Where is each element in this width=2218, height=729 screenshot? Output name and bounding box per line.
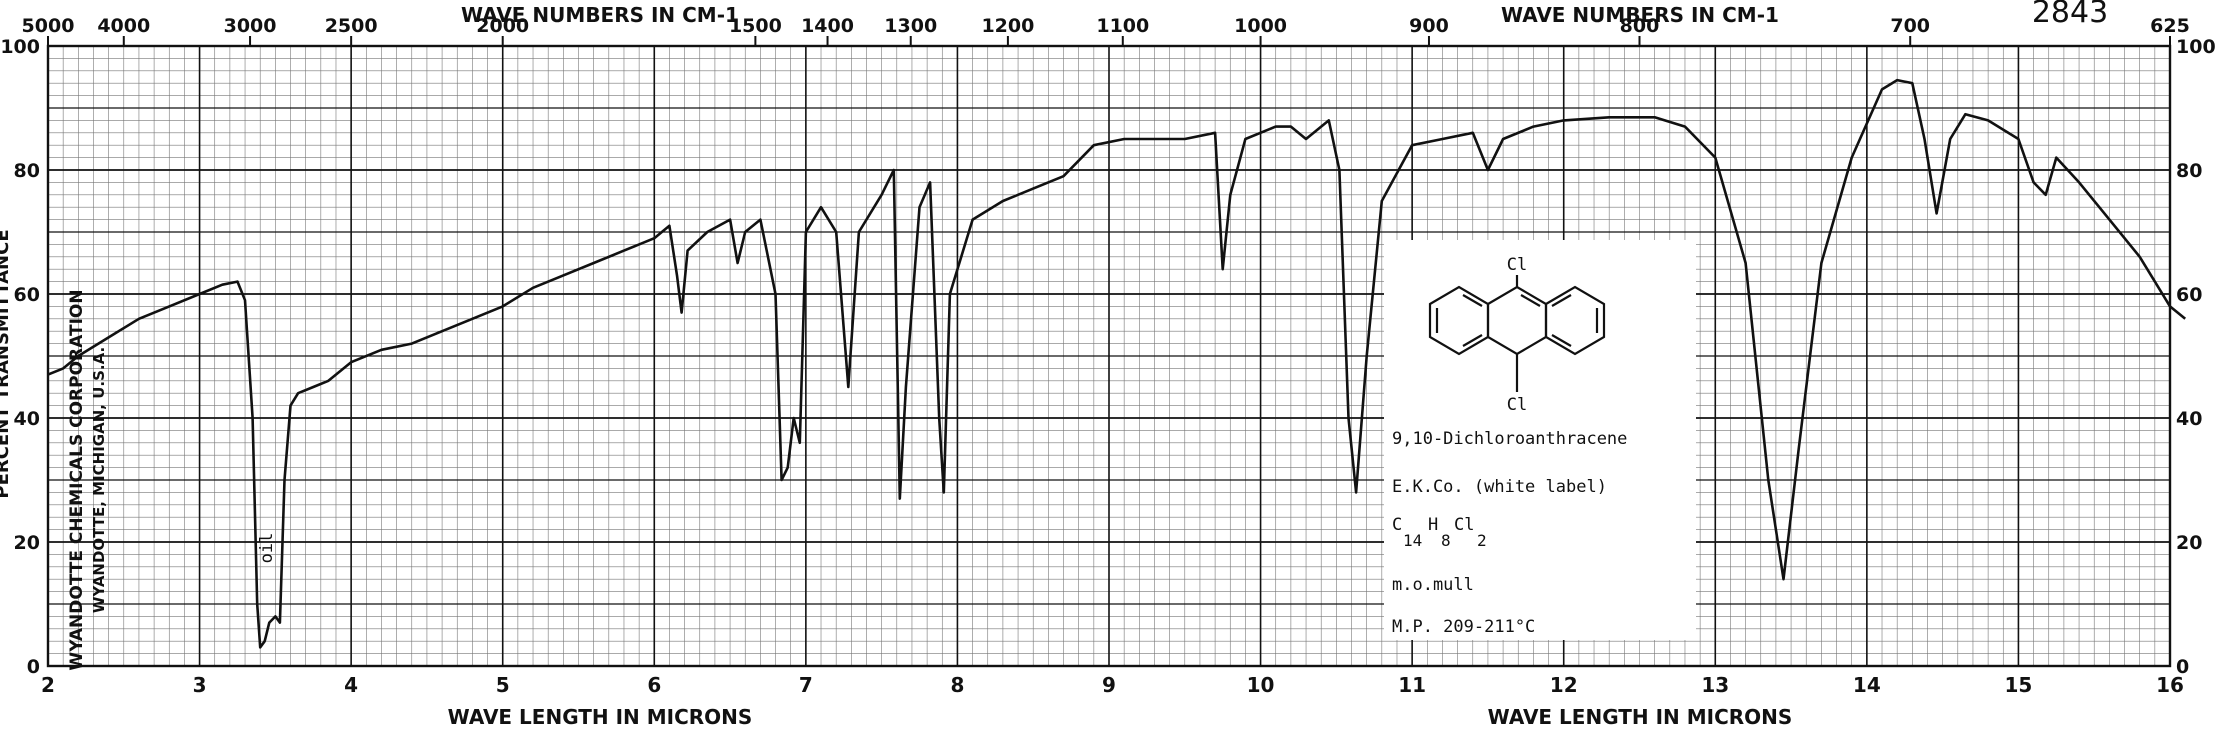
y-tick-label-right: 0	[2176, 656, 2189, 678]
x-tick-label: 14	[1853, 673, 1881, 697]
wavenumber-tick-label: 1100	[1096, 15, 1149, 37]
info-box-background	[1384, 240, 1696, 640]
wavenumber-tick-label: 900	[1409, 15, 1449, 37]
wavenumber-tick-label: 1300	[884, 15, 937, 37]
x-tick-label: 4	[344, 673, 358, 697]
y-axis-label: PERCENT TRANSMITTANCE	[0, 229, 13, 498]
x-tick-label: 10	[1247, 673, 1275, 697]
plot-frame	[46, 44, 2172, 668]
top-axis-label-left: WAVE NUMBERS IN CM-1	[461, 3, 739, 27]
sample-preparation: m.o.mull	[1392, 575, 1474, 595]
x-tick-label: 11	[1398, 673, 1426, 697]
formula-h: H	[1428, 515, 1438, 535]
y-tick-label-right: 40	[2176, 408, 2202, 430]
x-tick-label: 7	[799, 673, 813, 697]
x-tick-label: 5	[496, 673, 510, 697]
y-tick-label-right: 60	[2176, 284, 2202, 306]
wavenumber-tick-label: 1200	[981, 15, 1034, 37]
compound-info-box: Cl Cl 9,10-Dichloroanthracene E.K.Co. (w…	[1384, 240, 1696, 640]
formula-c-subscript: 14	[1403, 531, 1422, 550]
melting-point: M.P. 209-211°C	[1392, 617, 1535, 637]
wavenumber-tick-label: 1400	[801, 15, 854, 37]
y-tick-label-right: 100	[2176, 36, 2216, 58]
wavenumber-tick-label: 3000	[224, 15, 277, 37]
x-axis-ticks: 2 3 4 5 6 7 8 9 10 11 12 13 14 15 16	[41, 673, 2184, 697]
anthracene-structure	[1428, 275, 1606, 392]
x-tick-label: 15	[2005, 673, 2033, 697]
molecular-formula: C 14 H 8 Cl 2	[1392, 515, 1487, 550]
bond-inner-5	[1551, 294, 1572, 307]
y-tick-label-left: 100	[0, 36, 40, 58]
formula-cl-subscript: 2	[1477, 531, 1487, 550]
bond-inner-2	[1462, 294, 1483, 307]
x-tick-label: 8	[950, 673, 964, 697]
wavenumber-tick-label: 2500	[325, 15, 378, 37]
wavenumber-tick-label: 4000	[97, 15, 150, 37]
formula-cl: Cl	[1454, 515, 1474, 535]
sample-source: E.K.Co. (white label)	[1392, 477, 1607, 497]
bond-inner-7	[1551, 334, 1572, 347]
top-axis-label-right: WAVE NUMBERS IN CM-1	[1501, 3, 1779, 27]
x-tick-label: 9	[1102, 673, 1116, 697]
wavenumber-tick-label: 1500	[729, 15, 782, 37]
y-tick-label-left: 60	[14, 284, 40, 306]
wavenumber-tick-label: 800	[1620, 15, 1660, 37]
wavenumber-tick-label: 700	[1890, 15, 1930, 37]
formula-c: C	[1392, 515, 1402, 535]
y-tick-label-left: 80	[14, 160, 40, 182]
y-tick-label-left: 20	[14, 532, 40, 554]
wavenumber-tick-label: 1000	[1234, 15, 1287, 37]
grid-major	[47, 45, 2171, 667]
y-tick-label-right: 20	[2176, 532, 2202, 554]
bond-inner-4	[1520, 294, 1541, 307]
y-tick-label-left: 0	[27, 656, 40, 678]
x-tick-label: 3	[193, 673, 207, 697]
manufacturer-line1: WYANDOTTE CHEMICALS CORPORATION	[67, 289, 87, 670]
x-tick-label: 2	[41, 673, 55, 697]
band-label-oil: oil	[257, 533, 277, 564]
structure-atom-top: Cl	[1507, 255, 1527, 275]
x-axis-label-left: WAVE LENGTH IN MICRONS	[448, 705, 753, 729]
x-tick-label: 13	[1701, 673, 1729, 697]
x-tick-label: 12	[1550, 673, 1578, 697]
structure-atom-bottom: Cl	[1507, 395, 1527, 415]
ring-right	[1544, 285, 1606, 356]
wavenumber-tick-label: 5000	[22, 15, 75, 37]
y-axis-ticks: 0 0 20 20 40 40 60 60 80 80 100 100	[0, 36, 2215, 678]
manufacturer-line2: WYANDOTTE, MICHIGAN, U.S.A.	[90, 347, 108, 613]
x-tick-label: 6	[647, 673, 661, 697]
corner-number: 2843	[2032, 0, 2108, 30]
frame-rect	[46, 44, 2172, 668]
y-tick-label-right: 80	[2176, 160, 2202, 182]
compound-name: 9,10-Dichloroanthracene	[1392, 429, 1627, 449]
formula-h-subscript: 8	[1441, 531, 1451, 550]
bond-inner-3	[1462, 334, 1483, 347]
x-tick-label: 16	[2156, 673, 2184, 697]
y-tick-label-left: 40	[14, 408, 40, 430]
spectrum-line	[47, 78, 2187, 649]
wavenumber-ticks: 5000 4000 3000 2500 2000 1500 1400 1300 1200 1100…	[22, 15, 2190, 46]
wavenumber-tick-label: 2000	[476, 15, 529, 37]
x-axis-label-right: WAVE LENGTH IN MICRONS	[1488, 705, 1793, 729]
wavenumber-tick-label: 625	[2150, 15, 2190, 37]
